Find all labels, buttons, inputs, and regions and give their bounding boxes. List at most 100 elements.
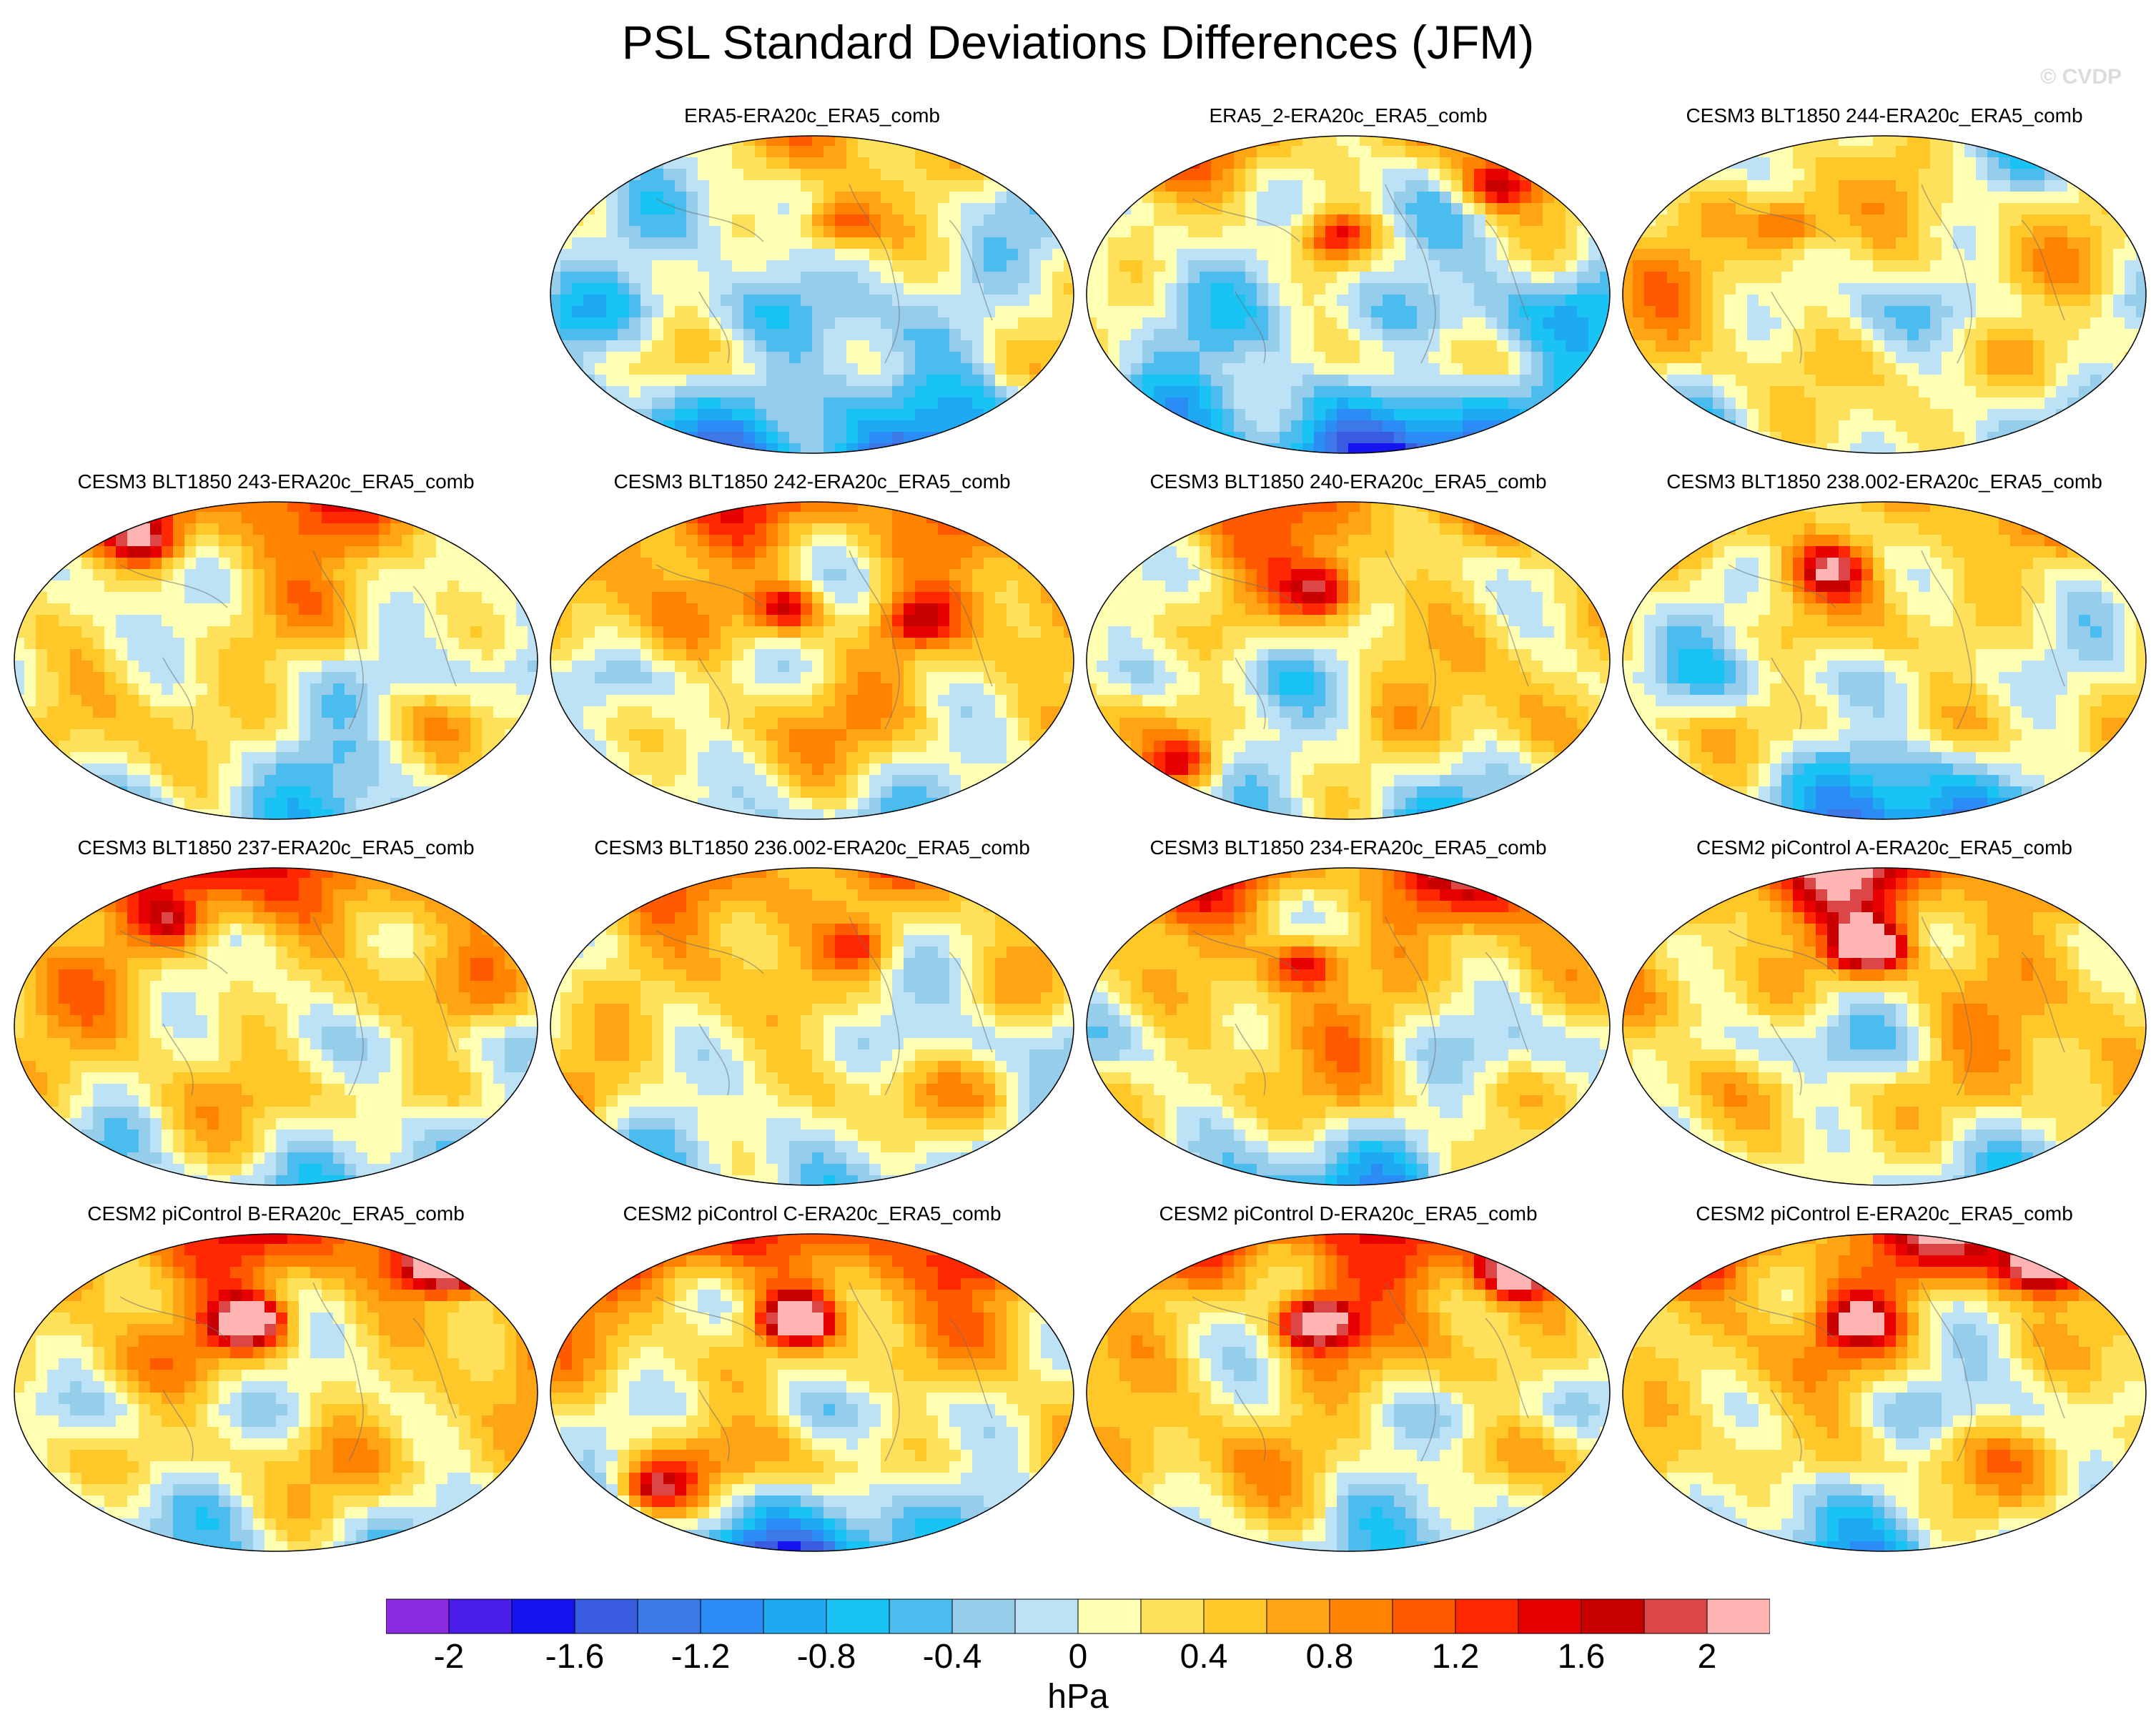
field-cell: [24, 741, 36, 753]
field-cell: [219, 535, 231, 547]
field-cell: [595, 146, 607, 158]
field-cell: [2044, 136, 2057, 147]
field-cell: [869, 375, 881, 387]
field-cell: [367, 546, 380, 558]
field-cell: [1520, 340, 1532, 352]
field-cell: [824, 363, 836, 375]
field-cell: [1747, 329, 1759, 341]
field-cell: [641, 363, 653, 375]
field-cell: [81, 729, 94, 741]
field-cell: [915, 340, 927, 352]
field-cell: [686, 409, 698, 421]
field-cell: [322, 558, 334, 570]
field-cell: [1804, 317, 1816, 330]
field-cell: [1142, 283, 1154, 295]
field-cell: [2079, 203, 2091, 215]
field-cell: [629, 272, 641, 284]
field-cell: [2033, 352, 2045, 364]
field-cell: [1131, 443, 1143, 453]
field-cell: [1394, 136, 1406, 147]
field-cell: [1781, 329, 1794, 341]
field-cell: [1428, 363, 1440, 375]
field-cell: [904, 260, 916, 272]
field-cell: [1850, 443, 1862, 453]
field-cell: [116, 523, 128, 535]
field-cell: [1211, 329, 1223, 341]
field-cell: [2033, 363, 2045, 375]
field-cell: [881, 352, 893, 364]
field-cell: [333, 512, 345, 524]
field-cell: [606, 249, 618, 261]
field-cell: [1417, 136, 1429, 147]
field-cell: [1211, 340, 1223, 352]
field-cell: [1656, 363, 1668, 375]
field-cell: [2033, 283, 2045, 295]
field-cell: [1577, 420, 1589, 432]
field-cell: [961, 203, 973, 215]
field-cell: [1200, 214, 1212, 227]
field-cell: [1018, 260, 1030, 272]
field-cell: [70, 775, 82, 787]
field-cell: [1873, 203, 1885, 215]
field-cell: [709, 260, 721, 272]
field-cell: [835, 386, 847, 398]
field-cell: [1781, 180, 1794, 192]
field-cell: [755, 306, 767, 318]
field-cell: [1793, 352, 1805, 364]
field-cell: [1942, 192, 1954, 204]
field-cell: [801, 432, 813, 444]
field-cell: [505, 763, 517, 776]
field-cell: [1667, 226, 1679, 238]
field-cell: [1600, 214, 1610, 227]
field-cell: [93, 535, 105, 547]
field-cell: [560, 420, 573, 432]
field-cell: [869, 432, 881, 444]
field-cell: [926, 180, 939, 192]
field-cell: [264, 592, 277, 604]
field-cell: [926, 237, 939, 249]
field-cell: [1839, 203, 1851, 215]
field-cell: [1667, 169, 1679, 181]
field-cell: [310, 672, 322, 684]
field-cell: [1108, 375, 1120, 387]
field-cell: [1736, 272, 1748, 284]
field-cell: [1930, 432, 1942, 444]
field-cell: [1360, 317, 1372, 330]
field-cell: [1119, 272, 1132, 284]
field-cell: [1302, 352, 1315, 364]
field-cell: [1690, 146, 1702, 158]
field-cell: [1245, 146, 1257, 158]
field-cell: [1644, 180, 1656, 192]
field-cell: [1690, 169, 1702, 181]
field-cell: [1234, 340, 1246, 352]
field-cell: [1165, 397, 1177, 410]
field-cell: [618, 249, 630, 261]
field-cell: [24, 580, 36, 593]
field-cell: [1736, 329, 1748, 341]
field-cell: [1690, 272, 1702, 284]
field-cell: [47, 683, 59, 696]
field-cell: [1577, 329, 1589, 341]
field-cell: [345, 615, 357, 627]
field-cell: [1405, 420, 1418, 432]
field-cell: [949, 386, 961, 398]
field-cell: [2056, 214, 2068, 227]
field-cell: [116, 546, 128, 558]
field-cell: [1588, 329, 1601, 341]
field-cell: [1964, 272, 1977, 284]
field-cell: [2010, 136, 2022, 147]
field-cell: [2056, 317, 2068, 330]
field-cell: [1644, 249, 1656, 261]
field-cell: [242, 763, 254, 776]
field-cell: [1588, 317, 1601, 330]
field-cell: [1348, 352, 1360, 364]
field-cell: [801, 226, 813, 238]
field-cell: [778, 443, 790, 453]
field-cell: [104, 615, 117, 627]
field-cell: [1200, 237, 1212, 249]
field-cell: [2102, 386, 2114, 398]
field-cell: [93, 546, 105, 558]
field-cell: [1463, 249, 1475, 261]
field-cell: [173, 615, 185, 627]
field-cell: [1041, 375, 1053, 387]
